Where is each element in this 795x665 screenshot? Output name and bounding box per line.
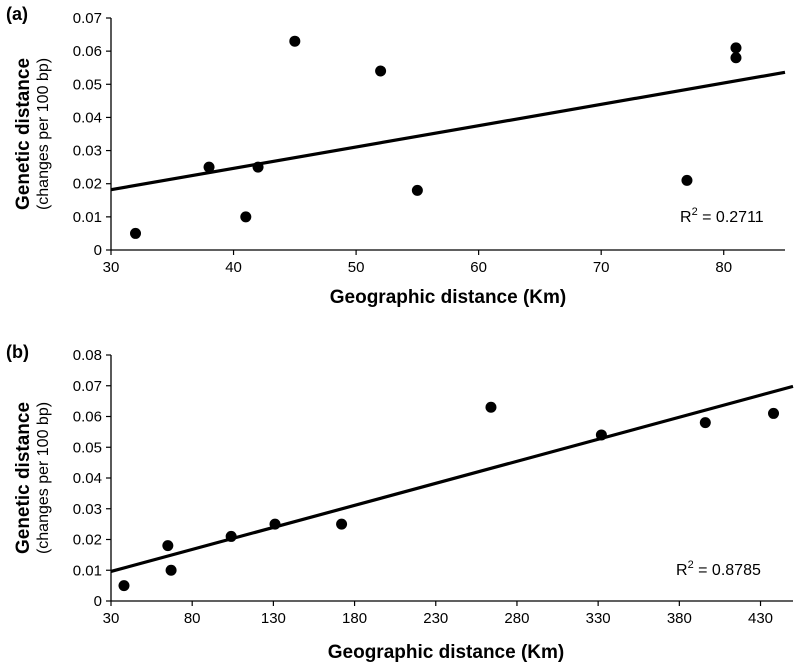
x-tick-label: 130 — [261, 610, 286, 627]
trendline — [110, 384, 794, 574]
data-point — [699, 417, 711, 429]
data-point — [269, 518, 281, 530]
x-tick-label: 280 — [504, 610, 529, 627]
data-point — [681, 174, 693, 186]
data-point — [130, 227, 142, 239]
data-point — [165, 564, 177, 576]
y-tick-label: 0.05 — [73, 439, 102, 456]
y-tick-label: 0 — [94, 242, 102, 259]
x-tick-label: 230 — [423, 610, 448, 627]
data-point — [730, 42, 742, 54]
y-tick-label: 0.05 — [73, 76, 102, 93]
y-axis-subtitle: (changes per 100 bp) — [35, 402, 52, 554]
data-point — [485, 401, 497, 413]
y-axis-title: Genetic distance — [13, 402, 34, 554]
r-squared-superscript: 2 — [688, 559, 694, 571]
data-point — [730, 52, 742, 64]
y-tick-label: 0.03 — [73, 143, 102, 160]
data-point — [595, 429, 607, 441]
y-tick-label: 0.03 — [73, 501, 102, 518]
y-tick-label: 0.07 — [73, 378, 102, 395]
data-point — [336, 518, 348, 530]
x-tick-label: 80 — [184, 610, 201, 627]
y-axis-title: Genetic distance — [13, 58, 34, 210]
y-tick-label: 0.07 — [73, 10, 102, 27]
r-squared-symbol: R — [680, 209, 692, 226]
chart-panel-a: 0 0.01 0.02 0.03 0.04 0.05 0.06 0.07 30 40 50 60 70 8… — [6, 4, 786, 308]
r-squared-annotation: R2 = 0.2711 — [680, 206, 764, 226]
x-tick-label: 50 — [348, 259, 365, 276]
panel-label: (b) — [6, 342, 29, 362]
x-tick-label: 60 — [470, 259, 487, 276]
y-tick-label: 0.04 — [73, 109, 102, 126]
data-point — [252, 161, 264, 173]
y-tick-label: 0.02 — [73, 532, 102, 549]
x-tick-label: 180 — [342, 610, 367, 627]
x-tick-label: 380 — [667, 610, 692, 627]
y-tick-label: 0.04 — [73, 470, 102, 487]
x-axis-title: Geographic distance (Km) — [328, 642, 565, 663]
y-tick-label: 0.01 — [73, 562, 102, 579]
y-axis-subtitle: (changes per 100 bp) — [35, 58, 52, 210]
data-point — [118, 580, 130, 592]
y-tick-label: 0.06 — [73, 43, 102, 60]
data-point — [240, 211, 252, 223]
r-squared-annotation: R2 = 0.8785 — [676, 559, 761, 579]
data-point — [411, 184, 423, 196]
x-tick-label: 70 — [593, 259, 610, 276]
x-axis-title: Geographic distance (Km) — [330, 287, 567, 308]
data-point — [225, 530, 237, 542]
data-point — [162, 540, 174, 552]
r-squared-value: = 0.2711 — [698, 209, 764, 226]
r-squared-value: = 0.8785 — [694, 562, 761, 579]
y-tick-label: 0.02 — [73, 176, 102, 193]
y-tick-label: 0 — [94, 593, 102, 610]
x-tick-label: 330 — [586, 610, 611, 627]
data-point — [375, 65, 387, 77]
x-tick-label: 80 — [715, 259, 732, 276]
trendline — [110, 70, 786, 192]
r-squared-symbol: R — [676, 562, 688, 579]
r-squared-superscript: 2 — [692, 206, 698, 218]
x-tick-label: 30 — [103, 259, 120, 276]
data-point — [768, 407, 780, 419]
y-tick-label: 0.08 — [73, 347, 102, 364]
y-tick-label: 0.06 — [73, 409, 102, 426]
data-point — [203, 161, 215, 173]
x-tick-label: 430 — [748, 610, 773, 627]
panel-label: (a) — [6, 4, 28, 24]
y-tick-label: 0.01 — [73, 209, 102, 226]
data-point — [289, 35, 301, 47]
x-tick-label: 40 — [225, 259, 242, 276]
x-tick-label: 30 — [103, 610, 120, 627]
chart-panel-b: 0 0.01 0.02 0.03 0.04 0.05 0.06 0.07 0.08 30 80 130… — [6, 342, 794, 663]
